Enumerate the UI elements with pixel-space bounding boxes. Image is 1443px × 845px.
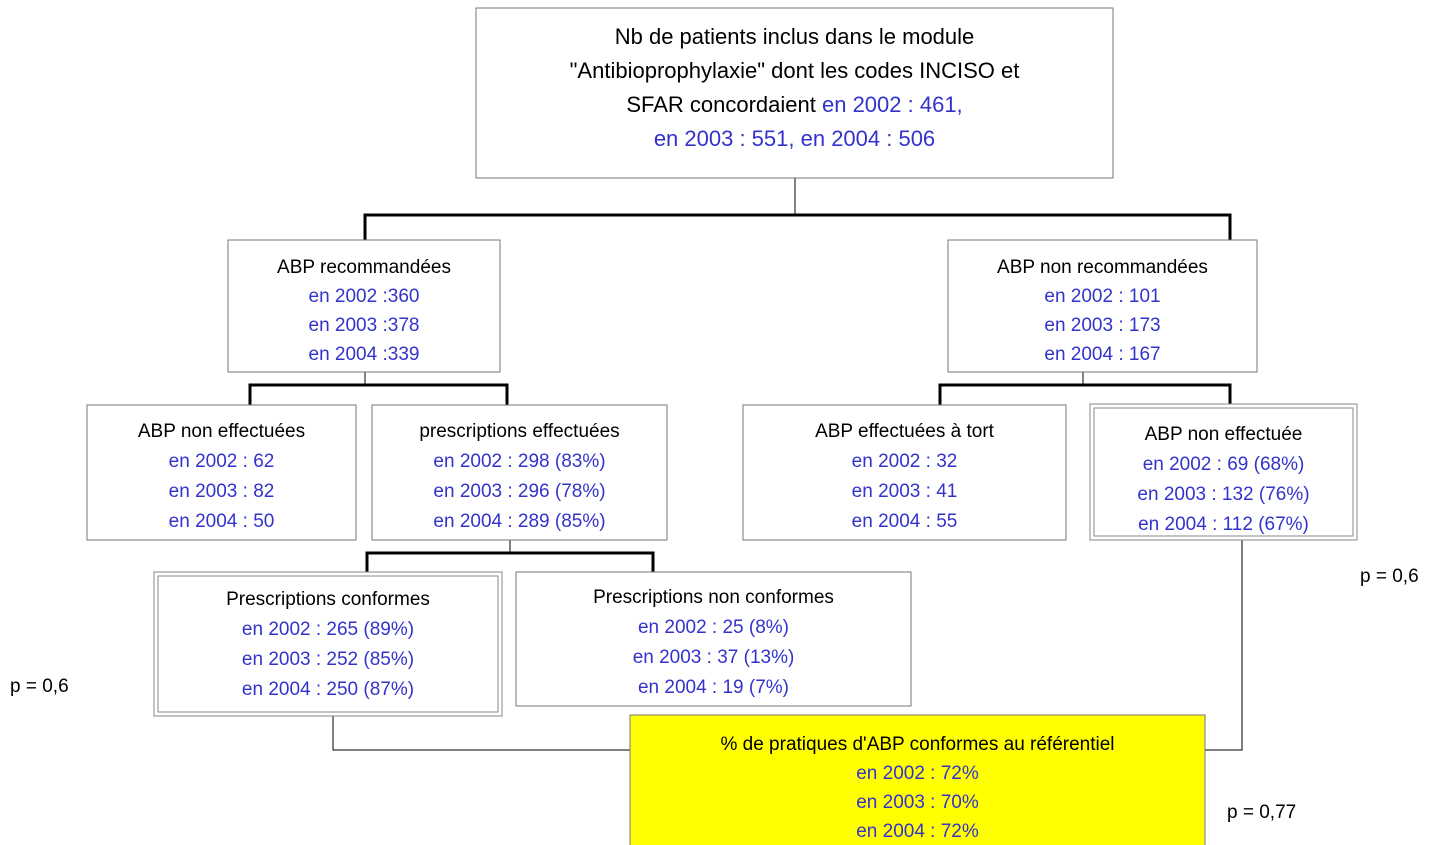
count-line: en 2002 : 62: [169, 451, 275, 472]
node-label: prescriptions effectuées: [419, 421, 619, 442]
count-line: en 2003 : 41: [852, 481, 958, 502]
node-box: [742, 404, 1067, 541]
count-line: en 2004 : 55: [852, 511, 958, 532]
count-line: en 2002 : 101: [1044, 286, 1160, 307]
node-label: SFAR concordaient en 2002 : 461,: [626, 92, 962, 117]
node: Prescriptions non conformes en 2002 : 25 …: [515, 571, 912, 707]
node-box-inner: [1093, 407, 1354, 537]
count-line: en 2002 : 72%: [856, 763, 979, 784]
node: ABP recommandées en 2002 :360 en 2003 :378…: [227, 239, 501, 373]
count-line: en 2003 : 82: [169, 481, 275, 502]
node-label: Prescriptions non conformes: [593, 587, 834, 608]
node: ABP non recommandées en 2002 : 101 en 2003…: [947, 239, 1258, 373]
label-text: SFAR concordaient: [626, 92, 816, 117]
count-line: en 2004 : 19 (7%): [638, 677, 789, 698]
node-box: [947, 239, 1258, 373]
node-box: [153, 571, 503, 717]
p-value: p = 0,6: [10, 676, 69, 697]
node: prescriptions effectuées en 2002 : 298 (8…: [371, 404, 668, 541]
node-label: "Antibioprophylaxie" dont les codes INCI…: [570, 58, 1020, 83]
count-line: en 2002 :360: [309, 286, 420, 307]
node-box: [515, 571, 912, 707]
node-box: [629, 714, 1206, 845]
node-label: ABP recommandées: [277, 257, 451, 278]
count-line: en 2004 : 289 (85%): [433, 511, 605, 532]
p-value: p = 0,6: [1360, 566, 1419, 587]
node: ABP non effectuées en 2002 : 62 en 2003 : …: [86, 404, 357, 541]
count-line: en 2003 : 70%: [856, 792, 979, 813]
count-line: en 2004 : 112 (67%): [1138, 514, 1309, 535]
count-line: en 2003 : 37 (13%): [633, 647, 795, 668]
label-text: Nb de patients inclus dans le module: [615, 24, 975, 49]
count-line: en 2004 : 72%: [856, 821, 979, 842]
node: Nb de patients inclus dans le module "Ant…: [475, 7, 1114, 179]
count-line: en 2003 : 132 (76%): [1137, 484, 1309, 505]
count-line: en 2002 : 32: [852, 451, 958, 472]
count-line: en 2004 :339: [309, 344, 420, 365]
node-label: Nb de patients inclus dans le module: [615, 24, 975, 49]
node-box: [475, 7, 1114, 179]
node-label: ABP non effectuée: [1145, 424, 1303, 445]
node-box: [86, 404, 357, 541]
node-label: ABP non effectuées: [138, 421, 305, 442]
count-line: en 2004 : 167: [1044, 344, 1160, 365]
node-box: [371, 404, 668, 541]
count-line: en 2004 : 250 (87%): [242, 679, 414, 700]
p-value: p = 0,77: [1227, 802, 1296, 823]
node: ABP non effectuée en 2002 : 69 (68%) en 20…: [1089, 403, 1358, 541]
count-line: en 2003 : 551, en 2004 : 506: [654, 126, 935, 151]
label-text: "Antibioprophylaxie" dont les codes INCI…: [570, 58, 1020, 83]
node-label: Prescriptions conformes: [226, 589, 430, 610]
thick-connectors: [248, 178, 1232, 572]
node-label: ABP effectuées à tort: [815, 421, 995, 442]
count-line: en 2002 : 461,: [822, 92, 963, 117]
node-box-inner: [157, 575, 499, 713]
count-line: en 2002 : 69 (68%): [1143, 454, 1305, 475]
node-box: [1089, 403, 1358, 541]
node-label: ABP non recommandées: [997, 257, 1208, 278]
node: % de pratiques d'ABP conformes au référe…: [629, 714, 1206, 845]
count-line: en 2003 : 296 (78%): [433, 481, 605, 502]
count-line: en 2003 :378: [309, 315, 420, 336]
count-line: en 2004 : 50: [169, 511, 275, 532]
count-line: en 2002 : 298 (83%): [433, 451, 605, 472]
thin-connectors: [332, 540, 1243, 751]
count-line: en 2003 : 252 (85%): [242, 649, 414, 670]
node-label: % de pratiques d'ABP conformes au référe…: [720, 734, 1114, 755]
node: ABP effectuées à tort en 2002 : 32 en 2003…: [742, 404, 1067, 541]
count-line: en 2002 : 25 (8%): [638, 617, 789, 638]
count-line: en 2003 : 173: [1044, 315, 1160, 336]
node-box: [227, 239, 501, 373]
count-line: en 2002 : 265 (89%): [242, 619, 414, 640]
node: Prescriptions conformes en 2002 : 265 (89…: [153, 571, 503, 717]
